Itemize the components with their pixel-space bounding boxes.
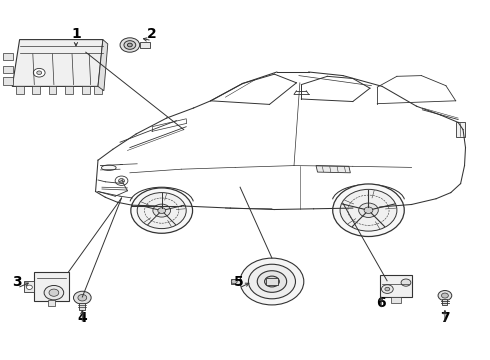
Bar bbox=[94, 86, 102, 94]
Text: 1: 1 bbox=[71, 27, 81, 41]
Circle shape bbox=[137, 193, 186, 229]
Circle shape bbox=[33, 68, 45, 77]
FancyBboxPatch shape bbox=[24, 281, 34, 292]
Text: 7: 7 bbox=[440, 311, 450, 324]
Circle shape bbox=[78, 294, 87, 301]
Text: 4: 4 bbox=[77, 311, 87, 324]
Bar bbox=[3, 66, 13, 73]
Circle shape bbox=[333, 184, 404, 237]
Bar bbox=[391, 297, 401, 303]
Bar bbox=[79, 303, 85, 310]
Circle shape bbox=[231, 279, 237, 284]
Circle shape bbox=[26, 285, 32, 289]
Circle shape bbox=[124, 41, 136, 49]
Bar bbox=[82, 86, 90, 94]
Circle shape bbox=[265, 276, 279, 287]
Circle shape bbox=[131, 188, 193, 233]
Polygon shape bbox=[316, 166, 350, 173]
Circle shape bbox=[127, 43, 132, 47]
Circle shape bbox=[438, 291, 452, 301]
Circle shape bbox=[257, 271, 287, 292]
Circle shape bbox=[441, 293, 448, 298]
Circle shape bbox=[115, 176, 128, 185]
Circle shape bbox=[340, 189, 397, 231]
Circle shape bbox=[119, 179, 124, 183]
Circle shape bbox=[74, 291, 91, 304]
Bar bbox=[266, 278, 278, 285]
Text: 6: 6 bbox=[376, 296, 386, 310]
Bar bbox=[456, 122, 465, 137]
Circle shape bbox=[44, 285, 64, 300]
Bar bbox=[48, 300, 55, 306]
Text: 3: 3 bbox=[12, 275, 22, 288]
Circle shape bbox=[359, 203, 378, 217]
Polygon shape bbox=[12, 40, 103, 86]
Bar bbox=[3, 77, 13, 85]
Polygon shape bbox=[98, 40, 108, 91]
Bar bbox=[49, 86, 56, 94]
Bar bbox=[231, 279, 241, 284]
Bar bbox=[32, 86, 40, 94]
Ellipse shape bbox=[101, 165, 116, 170]
Circle shape bbox=[401, 279, 411, 286]
Circle shape bbox=[364, 207, 373, 213]
Text: 2: 2 bbox=[147, 27, 157, 41]
Bar bbox=[34, 272, 69, 301]
Bar bbox=[16, 86, 24, 94]
Bar bbox=[140, 42, 150, 48]
Circle shape bbox=[248, 264, 295, 299]
Bar bbox=[3, 53, 13, 60]
Circle shape bbox=[120, 38, 140, 52]
Circle shape bbox=[153, 204, 171, 217]
Bar bbox=[442, 299, 447, 305]
Circle shape bbox=[158, 208, 166, 213]
Circle shape bbox=[49, 289, 59, 296]
Circle shape bbox=[240, 258, 304, 305]
Circle shape bbox=[37, 71, 42, 75]
Bar bbox=[65, 86, 73, 94]
Circle shape bbox=[382, 285, 393, 293]
Bar bbox=[380, 275, 412, 297]
Text: 5: 5 bbox=[234, 275, 244, 288]
Circle shape bbox=[385, 287, 390, 291]
